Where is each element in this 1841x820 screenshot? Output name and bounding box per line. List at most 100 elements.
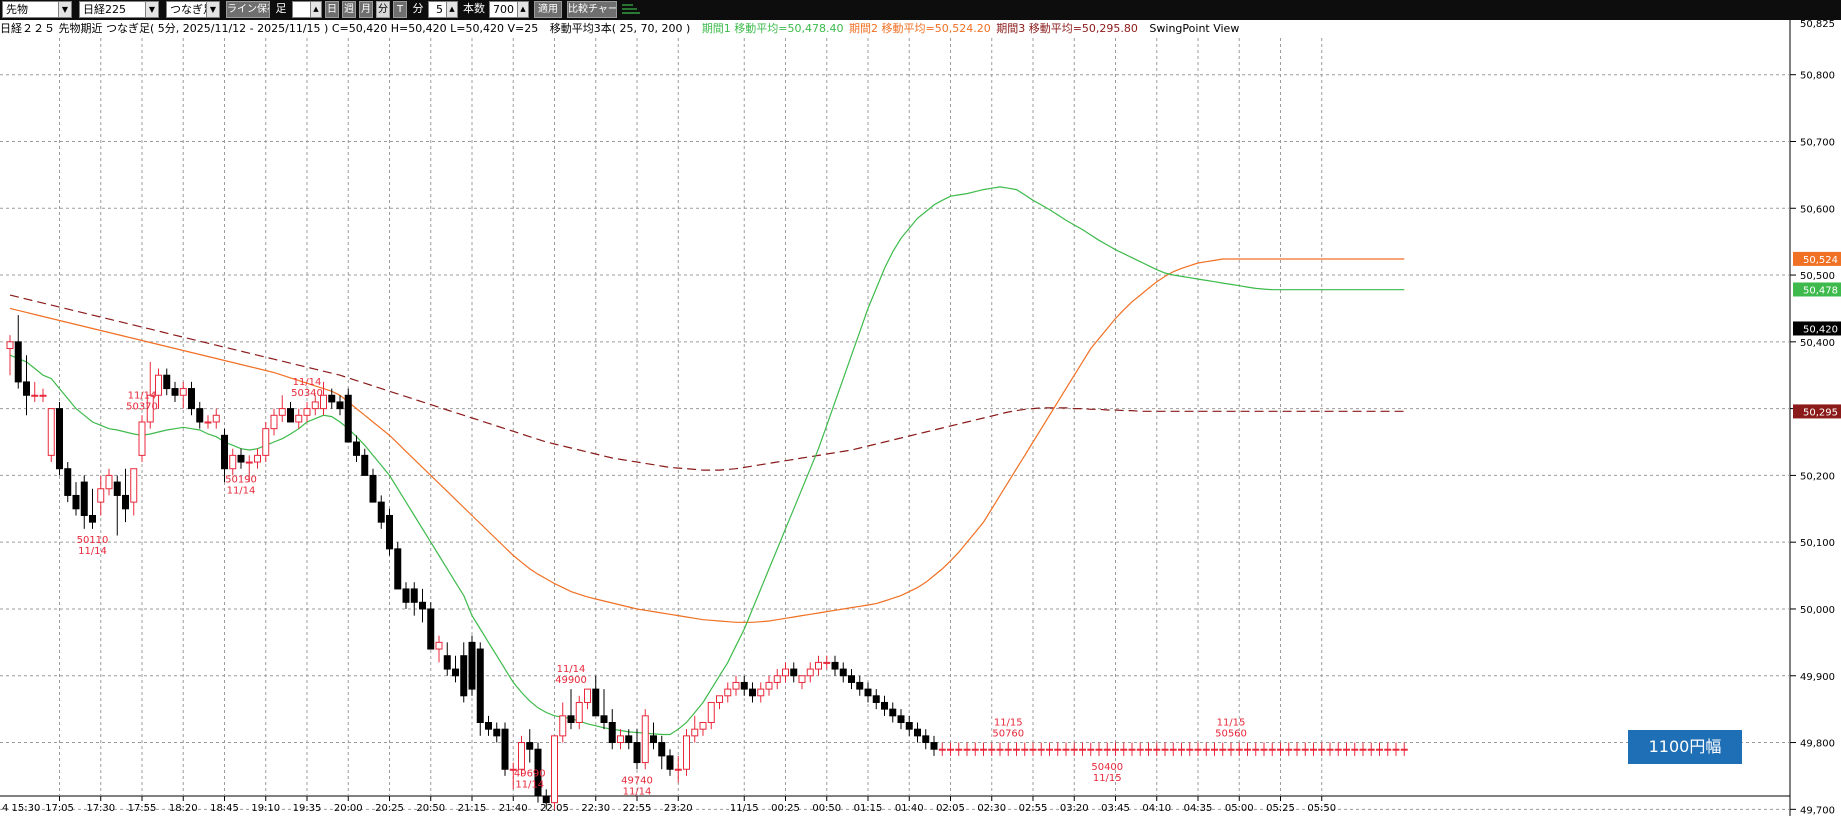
- period-button-week[interactable]: 週: [342, 1, 356, 18]
- candle-body: [831, 661, 839, 670]
- candle-body: [938, 748, 946, 751]
- spinner-icon[interactable]: ▲: [517, 2, 528, 17]
- candle-body: [749, 688, 756, 697]
- candle-body: [1367, 748, 1375, 751]
- candle-body: [320, 394, 327, 410]
- chart-settings-icon[interactable]: [621, 1, 641, 18]
- candle-body: [410, 588, 418, 603]
- candle-body: [138, 421, 146, 456]
- ashi-value-field[interactable]: ▲: [292, 1, 322, 18]
- swing-high-price: 50370: [126, 401, 158, 412]
- period-button-month[interactable]: 月: [359, 1, 373, 18]
- line-save-button[interactable]: ライン保存: [226, 1, 270, 18]
- candle-body: [452, 668, 459, 677]
- candle-body: [1103, 748, 1111, 751]
- bars-count-field[interactable]: 700 ▲: [489, 1, 529, 18]
- period-button-minute[interactable]: 分: [376, 1, 390, 18]
- candle-body: [732, 681, 740, 690]
- price-chart-canvas[interactable]: 49,70049,80049,90050,00050,10050,20050,3…: [0, 19, 1841, 816]
- candle-body: [254, 454, 261, 463]
- candle-body: [872, 695, 880, 703]
- candle-body: [1178, 748, 1185, 751]
- candle-body: [311, 401, 319, 410]
- minute-label: 分: [412, 2, 424, 15]
- candle-body: [179, 388, 187, 396]
- candle-body: [1334, 748, 1342, 751]
- candle-body: [476, 648, 484, 724]
- swing-high-date: 11/15: [994, 718, 1023, 729]
- candle-body: [31, 394, 39, 397]
- interval-value: 5: [436, 3, 443, 16]
- candle-body: [641, 715, 649, 764]
- candle-body: [947, 748, 954, 751]
- x-tick-label: 03:20: [1060, 803, 1089, 814]
- price-badge: [1793, 251, 1841, 266]
- interval-field[interactable]: 5 ▲: [428, 1, 458, 18]
- candle-body: [823, 661, 831, 664]
- price-badge: [1793, 321, 1841, 336]
- candle-body: [1004, 748, 1012, 751]
- candle-body: [80, 481, 88, 516]
- x-tick-label: 17:55: [128, 803, 157, 814]
- candle-body: [551, 735, 558, 804]
- candle-body: [229, 454, 237, 470]
- compare-chart-button[interactable]: 比較チャート: [567, 1, 617, 18]
- symbol-select[interactable]: 日経225 ▼: [79, 1, 159, 18]
- y-tick-label: 50,100: [1800, 538, 1835, 549]
- candle-body: [212, 414, 220, 423]
- range-label: 1100円幅: [1628, 730, 1742, 764]
- candle-body: [23, 381, 30, 396]
- candle-body: [699, 722, 707, 730]
- x-tick-label: 11/15: [730, 803, 759, 814]
- spinner-icon[interactable]: ▲: [310, 2, 321, 17]
- apply-button[interactable]: 適用: [534, 1, 562, 18]
- ma3-line: [9, 294, 1405, 471]
- spinner-icon[interactable]: ▲: [446, 2, 457, 17]
- x-tick-label: 22:55: [623, 803, 652, 814]
- candle-body: [864, 688, 872, 697]
- swing-high-price: 50760: [992, 729, 1024, 740]
- candle-body: [658, 742, 666, 757]
- candle-body: [105, 474, 113, 490]
- candle-body: [773, 675, 781, 683]
- candle-body: [1211, 748, 1218, 751]
- candle-body: [881, 701, 888, 710]
- candle-body: [336, 401, 344, 410]
- x-tick-label: 22:30: [581, 803, 610, 814]
- candle-body: [1310, 748, 1317, 751]
- candle-body: [419, 601, 426, 610]
- candle-body: [1318, 748, 1326, 751]
- candle-body: [914, 728, 921, 737]
- chevron-down-icon: ▼: [58, 2, 71, 17]
- candle-body: [39, 394, 47, 397]
- candle-body: [1087, 748, 1095, 751]
- candle-body: [1112, 748, 1119, 751]
- candle-body: [724, 688, 732, 697]
- market-select[interactable]: 先物 ▼: [2, 1, 72, 18]
- price-chart[interactable]: 49,70049,80049,90050,00050,10050,20050,3…: [0, 19, 1841, 816]
- candle-body: [1169, 748, 1177, 751]
- candle-body: [1062, 748, 1070, 751]
- candle-body: [650, 735, 657, 744]
- swing-high-date: 11/14: [293, 377, 322, 388]
- candle-body: [1095, 748, 1103, 751]
- x-tick-label: 01:15: [854, 803, 883, 814]
- candle-body: [592, 688, 600, 717]
- candle-body: [1277, 748, 1284, 751]
- x-tick-label: 20:50: [416, 803, 445, 814]
- chart-kind-select[interactable]: つなぎ足 ▼: [166, 1, 220, 18]
- candle-body: [765, 681, 773, 690]
- candle-body: [1244, 748, 1251, 751]
- x-tick-label: 17:30: [86, 803, 115, 814]
- candle-body: [856, 681, 864, 690]
- period-button-day[interactable]: 日: [325, 1, 339, 18]
- y-tick-label: 50,400: [1800, 338, 1835, 349]
- candle-body: [1351, 748, 1359, 751]
- x-tick-label: 21:15: [458, 803, 487, 814]
- candle-body: [575, 701, 583, 724]
- swing-low-date: 11/14: [78, 546, 107, 557]
- candle-body: [691, 728, 699, 737]
- period-button-tick[interactable]: T: [393, 1, 407, 18]
- x-tick-label: 20:25: [375, 803, 404, 814]
- swing-low-date: 11/14: [227, 486, 256, 497]
